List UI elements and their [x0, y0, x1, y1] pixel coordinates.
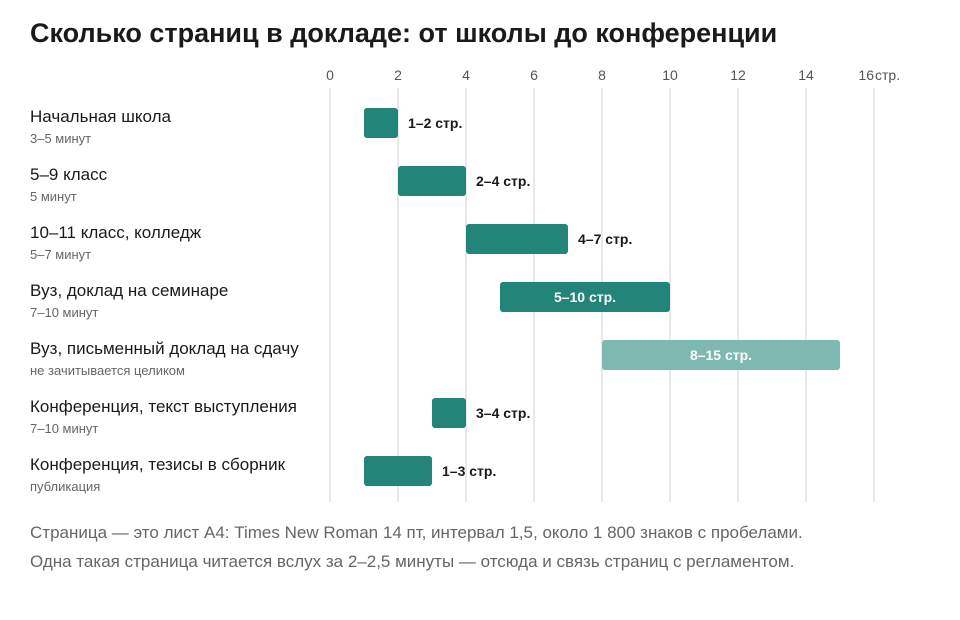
row-label: Начальная школа — [30, 107, 171, 126]
row-sublabel: публикация — [30, 479, 100, 494]
row-sublabel: 3–5 минут — [30, 131, 91, 146]
bar-value-label: 1–2 стр. — [408, 115, 462, 131]
row-label: Вуз, письменный доклад на сдачу — [30, 339, 299, 358]
row-label: Конференция, текст выступления — [30, 397, 297, 416]
row-sublabel: 5–7 минут — [30, 247, 91, 262]
row-label: Конференция, тезисы в сборник — [30, 455, 286, 474]
bar-value-label: 5–10 стр. — [554, 289, 616, 305]
range-bar — [602, 340, 840, 370]
footnote: Страница — это лист А4: Times New Roman … — [30, 518, 930, 576]
bar-value-label: 1–3 стр. — [442, 463, 496, 479]
bar-value-label: 3–4 стр. — [476, 405, 530, 421]
bar-value-label: 2–4 стр. — [476, 173, 530, 189]
footnote-line-1: Страница — это лист А4: Times New Roman … — [30, 523, 803, 542]
range-bar — [500, 282, 670, 312]
row-label: Вуз, доклад на семинаре — [30, 281, 228, 300]
x-tick-label: 10 — [662, 67, 678, 83]
x-tick-label: 4 — [462, 67, 470, 83]
x-tick-label: 2 — [394, 67, 402, 83]
x-tick-label: 16 — [858, 67, 874, 83]
x-tick-label: 6 — [530, 67, 538, 83]
row-sublabel: 7–10 минут — [30, 305, 98, 320]
row-sublabel: не зачитывается целиком — [30, 363, 185, 378]
bar-value-label: 4–7 стр. — [578, 231, 632, 247]
row-sublabel: 7–10 минут — [30, 421, 98, 436]
bar-value-label: 8–15 стр. — [690, 347, 752, 363]
footnote-line-2: Одна такая страница читается вслух за 2–… — [30, 552, 795, 571]
range-bar — [364, 456, 432, 486]
x-tick-label: 0 — [326, 67, 334, 83]
range-bar — [466, 224, 568, 254]
range-bar — [364, 108, 398, 138]
row-label: 5–9 класс — [30, 165, 108, 184]
range-bar-chart: 0 2 4 6 8 10 12 14 16 стр. Начальная школа 3–5 мину… — [30, 67, 900, 502]
row-label: 10–11 класс, колледж — [30, 223, 202, 242]
x-axis-unit: стр. — [875, 67, 900, 83]
range-bar — [432, 398, 466, 428]
x-tick-label: 8 — [598, 67, 606, 83]
row-sublabel: 5 минут — [30, 189, 77, 204]
chart-title: Сколько страниц в докладе: от школы до к… — [30, 18, 778, 48]
x-tick-label: 14 — [798, 67, 814, 83]
x-tick-label: 12 — [730, 67, 746, 83]
range-bar — [398, 166, 466, 196]
